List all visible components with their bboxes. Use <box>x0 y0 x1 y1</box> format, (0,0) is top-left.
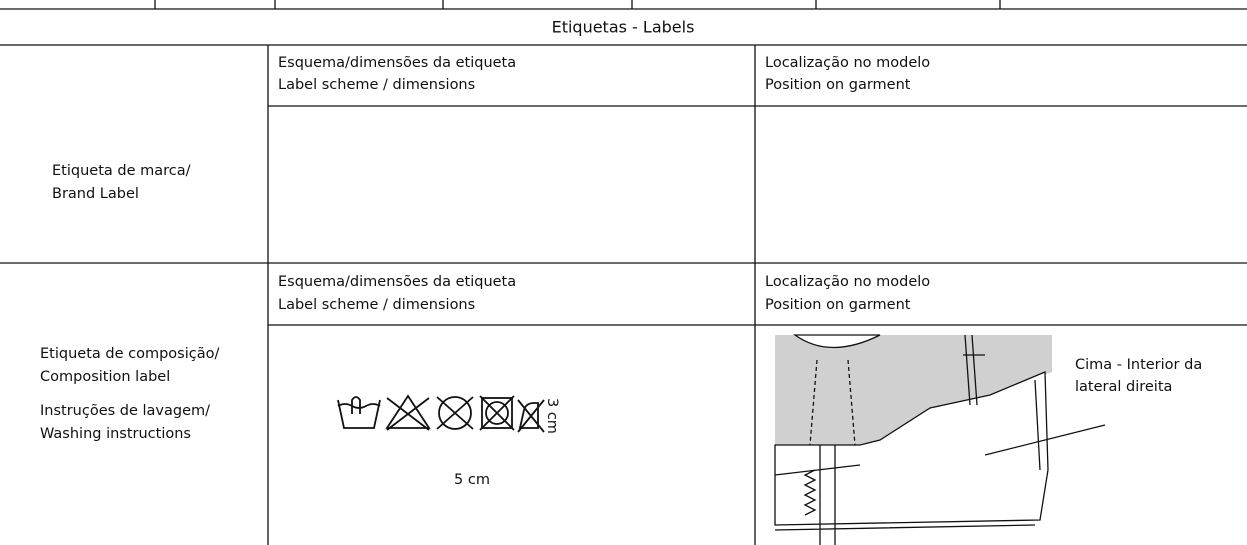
column-header: Esquema/dimensões da etiqueta <box>278 274 516 290</box>
column-header: Position on garment <box>765 297 911 313</box>
column-header: Esquema/dimensões da etiqueta <box>278 55 516 71</box>
care-symbols <box>337 394 545 433</box>
column-header: Position on garment <box>765 77 911 93</box>
row-label: Etiqueta de composição/ <box>40 346 219 362</box>
row-label: Composition label <box>40 369 170 385</box>
dimension-label: 3 cm <box>544 398 560 434</box>
garment-sketch <box>774 334 1106 545</box>
row-label: Washing instructions <box>40 426 191 442</box>
position-note: lateral direita <box>1075 379 1172 395</box>
row-label: Instruções de lavagem/ <box>40 403 210 419</box>
column-header: Label scheme / dimensions <box>278 77 475 93</box>
row-label: Etiqueta de marca/ <box>52 163 191 179</box>
column-header: Label scheme / dimensions <box>278 297 475 313</box>
column-header: Localização no modelo <box>765 274 930 290</box>
column-header: Localização no modelo <box>765 55 930 71</box>
dimension-label: 5 cm <box>454 472 490 488</box>
position-note: Cima - Interior da <box>1075 357 1202 373</box>
section-title: Etiquetas - Labels <box>552 18 695 37</box>
row-label: Brand Label <box>52 186 139 202</box>
